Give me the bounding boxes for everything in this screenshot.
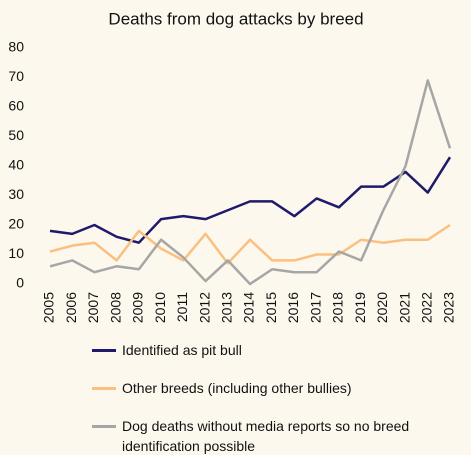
series-line (49, 156, 452, 244)
series-line (49, 79, 452, 286)
series-line (49, 223, 451, 265)
legend-item: Other breeds (including other bullies) (92, 378, 452, 398)
x-tick-label: 2014 (241, 292, 257, 323)
x-tick-label: 2021 (396, 292, 412, 323)
legend-label: Identified as pit bull (122, 342, 242, 358)
x-tick-label: 2020 (374, 292, 390, 323)
x-tick-label: 2013 (218, 292, 234, 323)
y-tick-label: 80 (8, 39, 24, 55)
x-tick-label: 2006 (63, 292, 79, 323)
y-tick-label: 60 (8, 98, 24, 114)
y-tick-label: 0 (16, 275, 24, 291)
y-tick-label: 30 (8, 186, 24, 202)
y-tick-label: 70 (8, 68, 24, 84)
x-tick-label: 2019 (352, 292, 368, 323)
legend-item: Dog deaths without media reports so no b… (92, 416, 452, 455)
x-tick-label: 2012 (196, 292, 212, 323)
legend-swatch (92, 349, 116, 352)
chart-title: Deaths from dog attacks by breed (108, 9, 363, 28)
y-tick-label: 10 (8, 245, 24, 261)
y-tick-label: 50 (8, 127, 24, 143)
x-tick-label: 2009 (130, 292, 146, 323)
legend-label: Dog deaths without media reports so no b… (122, 418, 410, 454)
legend-swatch (92, 425, 116, 428)
x-tick-label: 2007 (85, 292, 101, 323)
legend-swatch (92, 387, 116, 390)
x-tick-label: 2005 (41, 292, 57, 323)
x-tick-label: 2022 (418, 292, 434, 323)
legend-label: Other breeds (including other bullies) (122, 380, 352, 396)
x-tick-label: 2011 (174, 292, 190, 322)
y-tick-label: 40 (8, 157, 24, 173)
x-tick-label: 2015 (263, 292, 279, 323)
legend-item: Identified as pit bull (92, 340, 452, 360)
chart: Deaths from dog attacks by breed 0 10 20 30… (8, 9, 457, 323)
x-tick-label: 2008 (107, 292, 123, 323)
x-tick-label: 2010 (152, 292, 168, 323)
x-tick-label: 2016 (285, 292, 301, 323)
x-tick-label: 2017 (307, 292, 323, 323)
x-tick-label: 2023 (441, 292, 457, 323)
x-tick-label: 2018 (330, 292, 346, 323)
y-tick-label: 20 (8, 216, 24, 232)
